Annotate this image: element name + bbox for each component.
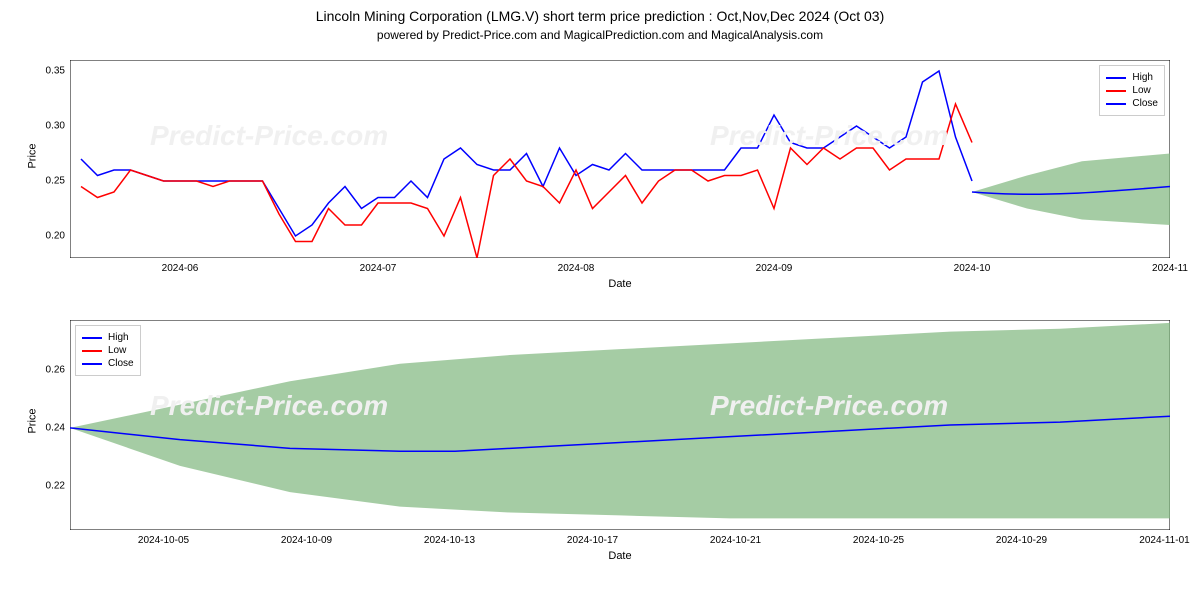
xtick-label: 2024-10-17 <box>567 535 618 546</box>
legend-item: High <box>82 332 134 343</box>
ytick-label: 0.30 <box>25 121 65 132</box>
ytick-label: 0.22 <box>25 481 65 492</box>
xtick-label: 2024-08 <box>558 263 595 274</box>
bottom-chart: Predict-Price.com Predict-Price.com Pric… <box>70 320 1170 530</box>
xtick-label: 2024-11 <box>1152 263 1188 274</box>
xtick-label: 2024-10-05 <box>138 535 189 546</box>
ytick-label: 0.24 <box>25 422 65 433</box>
ytick-label: 0.25 <box>25 176 65 187</box>
xtick-label: 2024-10-25 <box>853 535 904 546</box>
xtick-label: 2024-06 <box>162 263 199 274</box>
chart-subtitle: powered by Predict-Price.com and Magical… <box>0 24 1200 42</box>
xtick-label: 2024-10-13 <box>424 535 475 546</box>
xtick-label: 2024-10-29 <box>996 535 1047 546</box>
legend-item: High <box>1106 72 1158 83</box>
ytick-label: 0.20 <box>25 231 65 242</box>
bottom-chart-svg <box>70 320 1170 530</box>
xtick-label: 2024-10 <box>954 263 991 274</box>
legend-item: Low <box>82 345 134 356</box>
legend-item: Close <box>82 358 134 369</box>
chart-title: Lincoln Mining Corporation (LMG.V) short… <box>0 0 1200 24</box>
legend-item: Close <box>1106 98 1158 109</box>
legend-top: High Low Close <box>1099 65 1165 116</box>
top-chart-svg <box>70 60 1170 258</box>
xtick-label: 2024-11-01 <box>1139 535 1189 546</box>
xtick-label: 2024-10-21 <box>710 535 761 546</box>
xtick-label: 2024-07 <box>360 263 397 274</box>
xtick-label: 2024-10-09 <box>281 535 332 546</box>
x-axis-label: Date <box>70 278 1170 290</box>
top-chart: Predict-Price.com Predict-Price.com Pric… <box>70 60 1170 258</box>
legend-item: Low <box>1106 85 1158 96</box>
ytick-label: 0.26 <box>25 364 65 375</box>
y-axis-label: Price <box>27 143 39 168</box>
xtick-label: 2024-09 <box>756 263 793 274</box>
ytick-label: 0.35 <box>25 66 65 77</box>
x-axis-label: Date <box>70 550 1170 562</box>
legend-bottom: High Low Close <box>75 325 141 376</box>
